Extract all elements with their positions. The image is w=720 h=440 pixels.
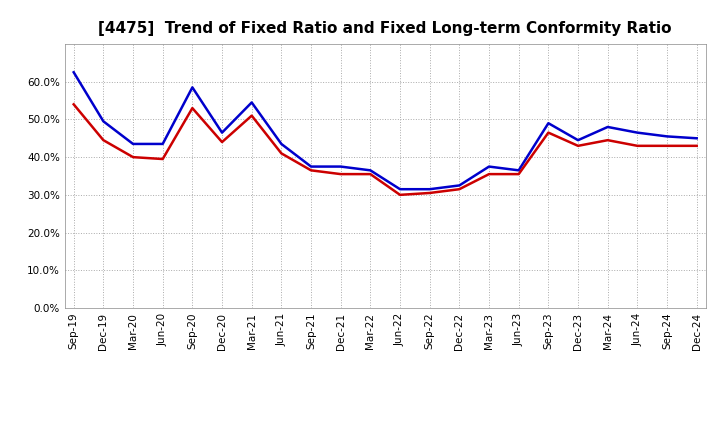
Fixed Long-term Conformity Ratio	[544, 130, 553, 135]
Fixed Ratio	[514, 168, 523, 173]
Fixed Ratio	[69, 70, 78, 75]
Fixed Ratio	[485, 164, 493, 169]
Fixed Ratio	[188, 85, 197, 90]
Fixed Ratio	[277, 141, 286, 147]
Fixed Ratio	[574, 138, 582, 143]
Fixed Long-term Conformity Ratio	[603, 138, 612, 143]
Fixed Ratio	[336, 164, 345, 169]
Title: [4475]  Trend of Fixed Ratio and Fixed Long-term Conformity Ratio: [4475] Trend of Fixed Ratio and Fixed Lo…	[99, 21, 672, 36]
Fixed Ratio	[455, 183, 464, 188]
Fixed Ratio	[217, 130, 226, 135]
Fixed Long-term Conformity Ratio	[277, 151, 286, 156]
Fixed Long-term Conformity Ratio	[485, 172, 493, 177]
Fixed Long-term Conformity Ratio	[158, 156, 167, 161]
Fixed Long-term Conformity Ratio	[217, 139, 226, 145]
Fixed Long-term Conformity Ratio	[574, 143, 582, 148]
Fixed Long-term Conformity Ratio	[633, 143, 642, 148]
Fixed Ratio	[396, 187, 405, 192]
Fixed Ratio	[129, 141, 138, 147]
Fixed Long-term Conformity Ratio	[693, 143, 701, 148]
Fixed Long-term Conformity Ratio	[69, 102, 78, 107]
Fixed Long-term Conformity Ratio	[662, 143, 671, 148]
Fixed Long-term Conformity Ratio	[426, 191, 434, 196]
Fixed Long-term Conformity Ratio	[336, 172, 345, 177]
Fixed Long-term Conformity Ratio	[366, 172, 374, 177]
Fixed Long-term Conformity Ratio	[396, 192, 405, 198]
Fixed Ratio	[544, 121, 553, 126]
Fixed Long-term Conformity Ratio	[514, 172, 523, 177]
Fixed Ratio	[633, 130, 642, 135]
Fixed Ratio	[426, 187, 434, 192]
Fixed Ratio	[366, 168, 374, 173]
Line: Fixed Long-term Conformity Ratio: Fixed Long-term Conformity Ratio	[73, 104, 697, 195]
Fixed Ratio	[662, 134, 671, 139]
Fixed Long-term Conformity Ratio	[129, 154, 138, 160]
Fixed Long-term Conformity Ratio	[99, 138, 108, 143]
Fixed Long-term Conformity Ratio	[188, 106, 197, 111]
Fixed Long-term Conformity Ratio	[248, 113, 256, 118]
Fixed Ratio	[693, 136, 701, 141]
Fixed Long-term Conformity Ratio	[307, 168, 315, 173]
Fixed Ratio	[307, 164, 315, 169]
Line: Fixed Ratio: Fixed Ratio	[73, 72, 697, 189]
Fixed Ratio	[603, 125, 612, 130]
Fixed Ratio	[248, 100, 256, 105]
Fixed Long-term Conformity Ratio	[455, 187, 464, 192]
Fixed Ratio	[99, 119, 108, 124]
Fixed Ratio	[158, 141, 167, 147]
